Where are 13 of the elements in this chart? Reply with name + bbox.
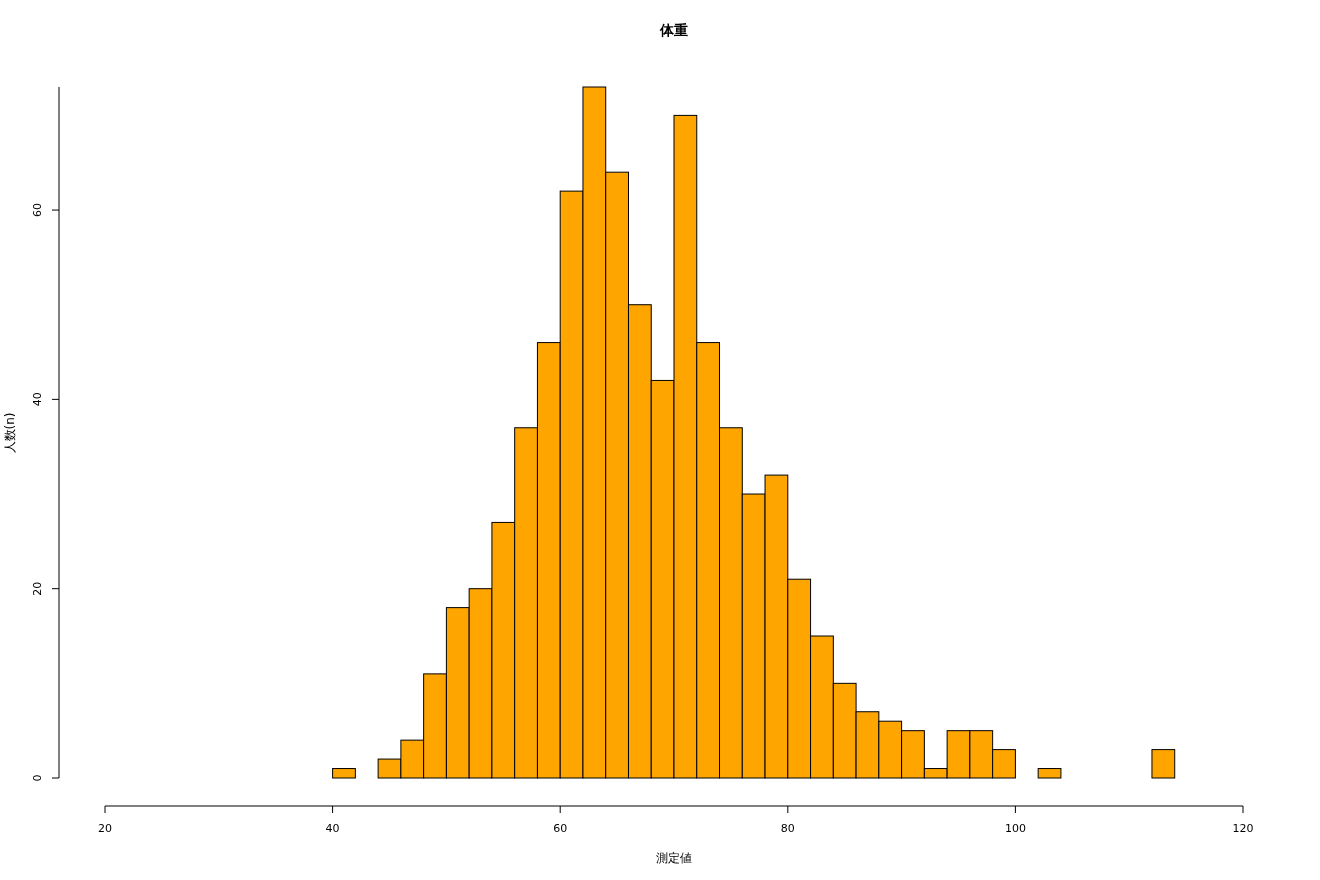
x-tick-label: 20 [98, 822, 112, 835]
x-tick-label: 60 [553, 822, 568, 835]
y-tick-label: 20 [31, 581, 44, 596]
chart-title: 体重 [659, 22, 688, 38]
x-tick-label: 100 [1004, 822, 1026, 835]
y-tick-label: 60 [31, 203, 44, 218]
y-tick-label: 0 [31, 774, 44, 782]
y-axis-title: 人数(n) [3, 412, 17, 454]
x-axis-title: 測定値 [656, 851, 692, 865]
x-tick-label: 40 [325, 822, 340, 835]
y-tick-label: 40 [31, 392, 44, 407]
x-tick-label: 120 [1232, 822, 1254, 835]
x-tick-label: 80 [780, 822, 795, 835]
